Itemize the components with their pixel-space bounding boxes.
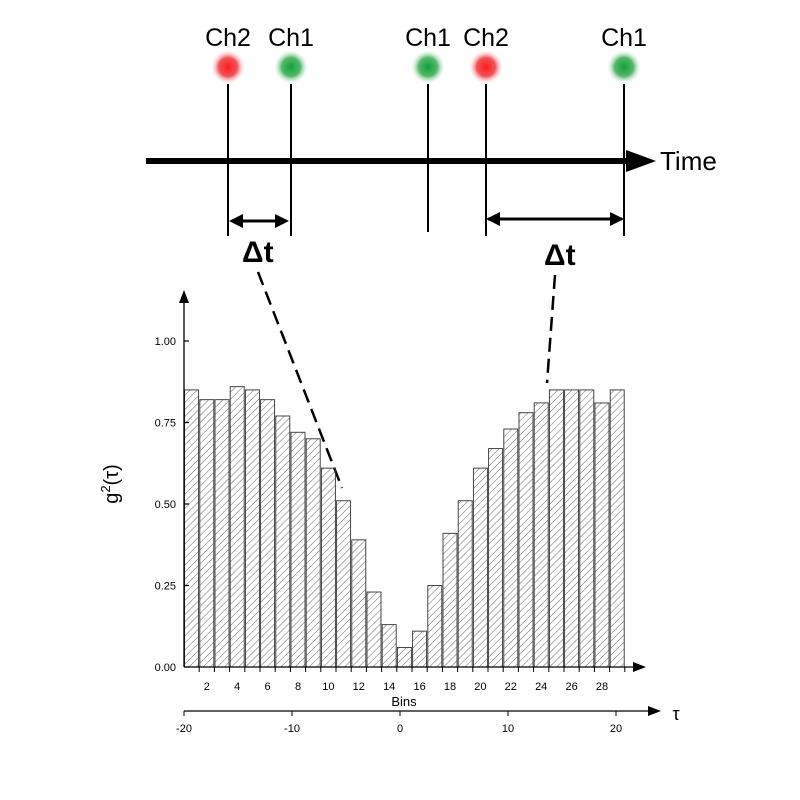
- bar: [305, 438, 321, 668]
- bars-layer: [184, 386, 625, 668]
- x-tick-label: 12: [353, 681, 365, 693]
- bar: [548, 389, 564, 668]
- channel-label: Ch1: [601, 24, 647, 52]
- x-tick-label: 6: [265, 681, 271, 693]
- bar: [275, 415, 291, 668]
- timeline-event-5: Ch1: [601, 24, 647, 236]
- x-tick-label: 24: [535, 681, 547, 693]
- time-axis-arrowhead: [626, 150, 656, 172]
- bar: [518, 412, 534, 668]
- connector-dashed-left: [256, 271, 344, 489]
- bar: [579, 389, 595, 668]
- x-tick-label: 20: [474, 681, 486, 693]
- tau-tick-label: 10: [502, 723, 514, 735]
- channel-label: Ch2: [463, 24, 509, 52]
- bar: [199, 399, 215, 668]
- bar: [320, 467, 336, 668]
- bar: [564, 389, 580, 668]
- x-axis-label: Bins: [391, 694, 417, 709]
- connector-dashed-right: [545, 274, 557, 384]
- delta-interval-1-arrowhead-right: [275, 214, 289, 228]
- bar: [472, 467, 488, 668]
- x-tick-label: 26: [565, 681, 577, 693]
- y-tick-label: 1.00: [155, 336, 176, 348]
- bar: [594, 402, 610, 668]
- y-tick-label: 0.25: [155, 581, 176, 593]
- y-axis-label-argument: (τ): [101, 464, 123, 485]
- tau-tick-label: -10: [284, 723, 300, 735]
- channel-label: Ch2: [205, 24, 251, 52]
- delta-interval-2-arrowhead-left: [486, 212, 500, 226]
- delta-interval-1-arrowhead-left: [229, 214, 243, 228]
- tau-tick-label: 0: [397, 723, 403, 735]
- x-tick-label: 18: [444, 681, 456, 693]
- x-tick-label: 4: [234, 681, 240, 693]
- x-tick-label: 8: [295, 681, 301, 693]
- timeline-event-2: Ch1: [268, 24, 314, 236]
- x-tick-label: 22: [505, 681, 517, 693]
- bar: [229, 386, 245, 668]
- tau-ticks-layer: -20 -10 0 10 20: [176, 711, 622, 735]
- x-tick-label: 2: [204, 681, 210, 693]
- histogram-chart: 0.000.250.500.751.00 2 4 6 8 10 12 14 16 18 20 22 2…: [98, 290, 680, 735]
- x-axis-arrowhead: [633, 662, 646, 672]
- bar: [609, 389, 625, 668]
- ch2-photon-dot: [211, 50, 245, 84]
- bar: [184, 389, 200, 668]
- tau-tick-label: 20: [610, 723, 622, 735]
- bar: [488, 448, 504, 668]
- timeline-event-3: Ch1: [405, 24, 451, 232]
- tau-axis-label: τ: [672, 704, 679, 724]
- bar: [412, 630, 428, 668]
- bar: [427, 585, 443, 668]
- y-axis-label: g2(τ): [98, 464, 123, 504]
- delta-interval-2: Δt: [486, 212, 624, 272]
- delta-interval-2-arrowhead-right: [610, 212, 624, 226]
- time-axis-label: Time: [660, 146, 717, 176]
- bar: [290, 431, 306, 668]
- tau-axis-arrowhead: [648, 706, 661, 716]
- bar: [503, 428, 519, 668]
- ch1-photon-dot: [607, 50, 641, 84]
- bar: [442, 532, 458, 668]
- bar: [351, 539, 367, 668]
- timeline-event-4: Ch2: [463, 24, 509, 236]
- bar: [214, 399, 230, 668]
- y-tick-label: 0.50: [155, 499, 176, 511]
- bar: [457, 500, 473, 668]
- ch1-photon-dot: [274, 50, 308, 84]
- x-tick-label: 10: [322, 681, 334, 693]
- tau-tick-label: -20: [176, 723, 192, 735]
- channel-label: Ch1: [268, 24, 314, 52]
- timeline-event-1: Ch2: [205, 24, 251, 236]
- bar: [244, 389, 260, 668]
- bar: [260, 399, 276, 668]
- x-ticks-layer: 2 4 6 8 10 12 14 16 18 20 22 24 26 28: [198, 667, 626, 693]
- timeline-diagram: Time Ch2 Ch1 Ch1 Ch2 Ch1 Δt Δt: [146, 24, 717, 489]
- x-tick-label: 16: [413, 681, 425, 693]
- delta-label-2: Δt: [544, 239, 576, 272]
- ch1-photon-dot: [411, 50, 445, 84]
- x-tick-label: 28: [596, 681, 608, 693]
- bar: [366, 591, 382, 668]
- bar: [533, 402, 549, 668]
- y-tick-label: 0.75: [155, 418, 176, 430]
- delta-interval-1: Δt: [229, 214, 289, 269]
- ch2-photon-dot: [469, 50, 503, 84]
- bar: [396, 646, 412, 668]
- y-ticks-layer: 0.00 0.25 0.50 0.75 1.00: [155, 336, 189, 674]
- timeline-events: Ch2 Ch1 Ch1 Ch2 Ch1: [205, 24, 647, 236]
- y-axis-arrowhead: [179, 290, 189, 303]
- y-axis-label-superscript: 2: [98, 485, 113, 492]
- y-tick-label: 0.00: [155, 662, 176, 674]
- delta-label-1: Δt: [242, 236, 274, 269]
- x-tick-label: 14: [383, 681, 395, 693]
- bar: [381, 624, 397, 668]
- bar: [336, 500, 352, 668]
- channel-label: Ch1: [405, 24, 451, 52]
